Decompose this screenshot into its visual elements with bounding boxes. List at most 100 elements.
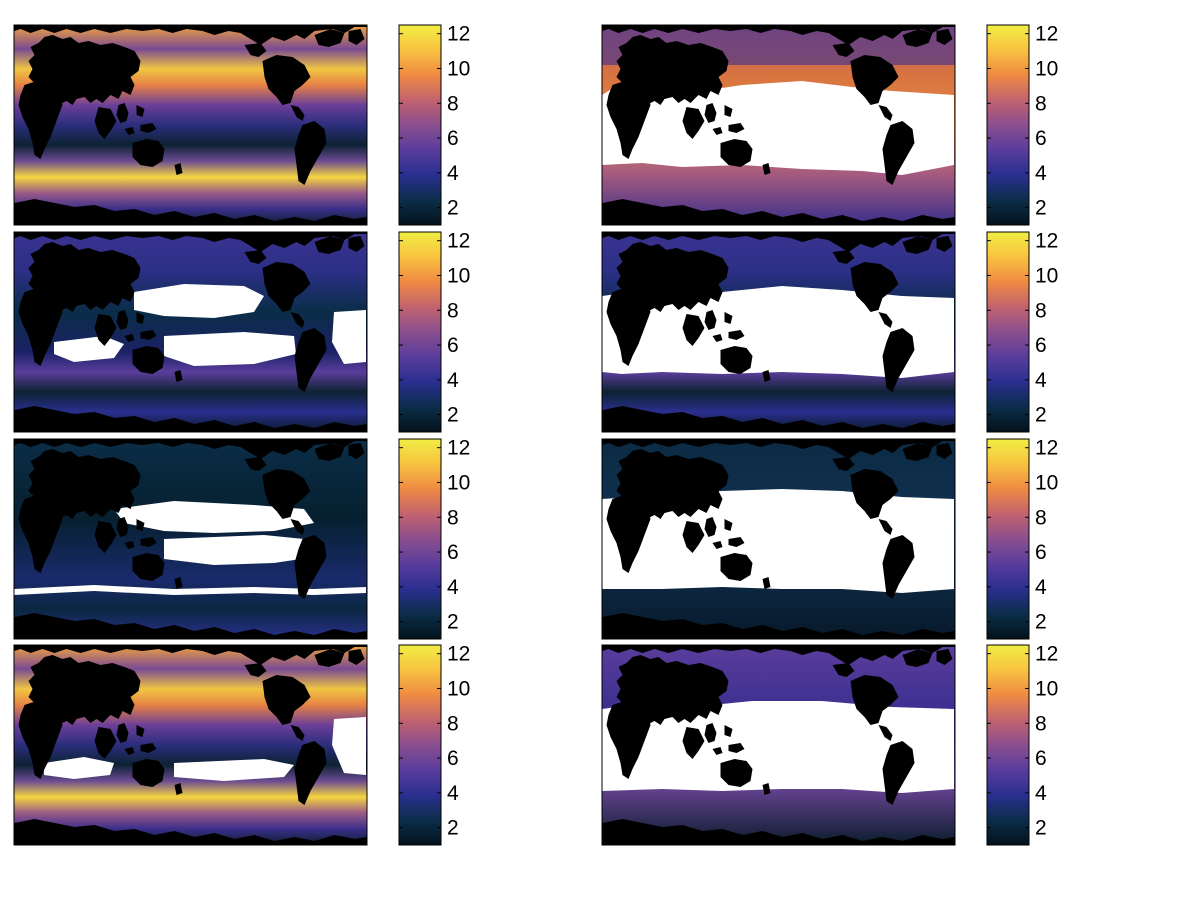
map-heatmap <box>601 644 956 846</box>
map-frame <box>601 24 956 226</box>
colorbar-tick-label: 8 <box>1035 92 1047 115</box>
colorbar: 2 4 6 8 10 12 <box>986 23 1058 226</box>
colorbar: 2 4 6 8 10 12 <box>986 437 1058 640</box>
masked-region <box>164 535 314 565</box>
colorbar-tick-label: 12 <box>1035 230 1058 253</box>
map-frame <box>13 231 368 433</box>
map-panel: 2 4 6 8 10 12 <box>601 23 1058 226</box>
colorbar-tick-label: 4 <box>447 576 459 599</box>
colorbar-tick-label: 8 <box>1035 506 1047 529</box>
colorbar-tick-label: 6 <box>447 127 459 150</box>
colorbar-tick-label: 4 <box>447 369 459 392</box>
masked-region <box>14 585 366 595</box>
colorbar-tick-label: 12 <box>1035 23 1058 46</box>
map-panel: 2 4 6 8 10 12 <box>13 23 470 226</box>
colorbar-tick-label: 10 <box>1035 264 1058 287</box>
colorbar-tick-label: 4 <box>1035 162 1047 185</box>
masked-region <box>332 717 366 775</box>
map-frame <box>601 644 956 846</box>
map-heatmap <box>13 438 368 640</box>
colorbar-tick-label: 12 <box>447 23 470 46</box>
colorbar-gradient <box>986 438 1030 640</box>
colorbar-tick-label: 10 <box>447 677 470 700</box>
colorbar-tick-label: 12 <box>1035 437 1058 460</box>
colorbar: 2 4 6 8 10 12 <box>398 23 470 226</box>
colorbar-tick-label: 6 <box>1035 541 1047 564</box>
panels-layer: 2 4 6 8 10 12 2 4 6 8 10 12 2 4 6 8 10 12 2 4 6 8 10 12 2 4 6 8 10 12… <box>13 23 1058 846</box>
masked-region <box>44 757 114 779</box>
colorbar: 2 4 6 8 10 12 <box>398 643 470 846</box>
masked-region <box>602 81 954 175</box>
map-panel: 2 4 6 8 10 12 <box>601 230 1058 433</box>
colorbar-tick-label: 6 <box>1035 334 1047 357</box>
map-heatmap <box>13 231 368 433</box>
colorbar-tick-label: 10 <box>447 471 470 494</box>
colorbar-tick-label: 10 <box>1035 471 1058 494</box>
colorbar-tick-label: 6 <box>447 541 459 564</box>
map-panel: 2 4 6 8 10 12 <box>13 437 470 640</box>
colorbar-tick-label: 8 <box>447 712 459 735</box>
masked-region <box>134 284 264 318</box>
colorbar-tick-label: 4 <box>1035 782 1047 805</box>
colorbar-tick-label: 10 <box>1035 677 1058 700</box>
colorbar-tick-label: 6 <box>447 334 459 357</box>
colorbar: 2 4 6 8 10 12 <box>398 437 470 640</box>
map-panel: 2 4 6 8 10 12 <box>601 437 1058 640</box>
colorbar-tick-label: 2 <box>447 404 459 427</box>
colorbar-tick-label: 2 <box>1035 197 1047 220</box>
colorbar-tick-label: 8 <box>447 506 459 529</box>
colorbar: 2 4 6 8 10 12 <box>986 643 1058 846</box>
colorbar: 2 4 6 8 10 12 <box>986 230 1058 433</box>
colorbar-gradient <box>398 24 442 226</box>
colorbar-tick-label: 4 <box>1035 576 1047 599</box>
colorbar: 2 4 6 8 10 12 <box>398 230 470 433</box>
colorbar-gradient <box>398 438 442 640</box>
masked-region <box>114 501 314 533</box>
colorbar-tick-label: 12 <box>447 437 470 460</box>
colorbar-tick-label: 2 <box>447 611 459 634</box>
masked-region <box>332 310 366 364</box>
colorbar-tick-label: 4 <box>447 162 459 185</box>
map-heatmap <box>13 24 368 226</box>
map-frame <box>601 438 956 640</box>
map-heatmap <box>601 231 956 433</box>
colorbar-tick-label: 12 <box>447 230 470 253</box>
colorbar-gradient <box>986 231 1030 433</box>
colorbar-tick-label: 10 <box>447 57 470 80</box>
colorbar-gradient <box>398 644 442 846</box>
colorbar-tick-label: 2 <box>447 197 459 220</box>
map-frame <box>13 438 368 640</box>
map-heatmap <box>601 438 956 640</box>
colorbar-tick-label: 10 <box>447 264 470 287</box>
map-heatmap <box>601 24 956 226</box>
map-panel: 2 4 6 8 10 12 <box>13 643 470 846</box>
colorbar-tick-label: 8 <box>447 299 459 322</box>
colorbar-tick-label: 4 <box>447 782 459 805</box>
colorbar-gradient <box>986 644 1030 846</box>
colorbar-tick-label: 12 <box>447 643 470 666</box>
colorbar-tick-label: 4 <box>1035 369 1047 392</box>
masked-region <box>602 701 954 793</box>
colorbar-tick-label: 6 <box>1035 127 1047 150</box>
colorbar-tick-label: 6 <box>447 747 459 770</box>
colorbar-tick-label: 8 <box>1035 712 1047 735</box>
colorbar-tick-label: 2 <box>1035 404 1047 427</box>
colorbar-tick-label: 12 <box>1035 643 1058 666</box>
map-heatmap <box>13 644 368 846</box>
colorbar-tick-label: 2 <box>1035 611 1047 634</box>
colorbar-tick-label: 10 <box>1035 57 1058 80</box>
masked-region <box>164 332 296 366</box>
map-panel: 2 4 6 8 10 12 <box>13 230 470 433</box>
colorbar-tick-label: 6 <box>1035 747 1047 770</box>
map-frame <box>13 644 368 846</box>
masked-region <box>174 759 294 781</box>
map-frame <box>13 24 368 226</box>
map-frame <box>601 231 956 433</box>
colorbar-tick-label: 8 <box>447 92 459 115</box>
colorbar-gradient <box>986 24 1030 226</box>
colorbar-tick-label: 2 <box>1035 817 1047 840</box>
colorbar-tick-label: 2 <box>447 817 459 840</box>
colorbar-tick-label: 8 <box>1035 299 1047 322</box>
colorbar-gradient <box>398 231 442 433</box>
